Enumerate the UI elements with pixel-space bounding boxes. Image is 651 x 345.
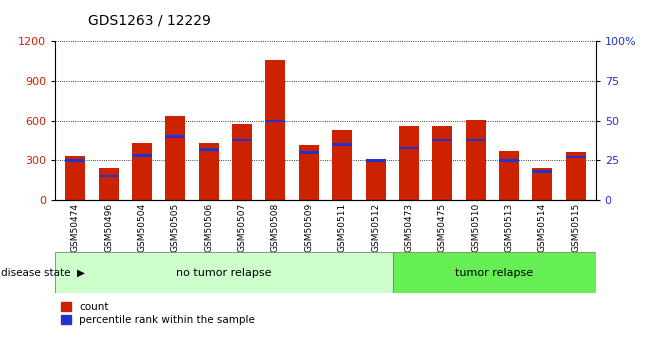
FancyBboxPatch shape xyxy=(55,252,393,293)
Text: GSM50513: GSM50513 xyxy=(505,203,514,252)
Bar xyxy=(132,155,152,157)
Text: GSM50474: GSM50474 xyxy=(71,203,80,252)
Bar xyxy=(566,152,586,200)
Text: GSM50512: GSM50512 xyxy=(371,203,380,252)
Text: GSM50515: GSM50515 xyxy=(571,203,580,252)
Bar xyxy=(432,126,452,200)
Text: GSM50507: GSM50507 xyxy=(238,203,247,252)
Bar xyxy=(332,130,352,200)
Bar xyxy=(299,145,319,200)
Bar xyxy=(232,124,252,200)
Text: disease state  ▶: disease state ▶ xyxy=(1,268,85,277)
Bar xyxy=(199,143,219,200)
Text: GSM50509: GSM50509 xyxy=(304,203,313,252)
Bar xyxy=(499,151,519,200)
Bar xyxy=(365,162,385,200)
Bar xyxy=(566,156,586,158)
Text: GSM50511: GSM50511 xyxy=(338,203,347,252)
Bar xyxy=(399,147,419,149)
Text: GSM50508: GSM50508 xyxy=(271,203,280,252)
Bar xyxy=(365,159,385,161)
Bar xyxy=(533,170,552,173)
Bar xyxy=(165,136,186,138)
Bar xyxy=(65,159,85,161)
Bar xyxy=(266,120,286,122)
Bar xyxy=(232,139,252,141)
Text: GDS1263 / 12229: GDS1263 / 12229 xyxy=(88,13,211,28)
Bar xyxy=(432,139,452,141)
Legend: count, percentile rank within the sample: count, percentile rank within the sample xyxy=(61,302,255,325)
Text: GSM50514: GSM50514 xyxy=(538,203,547,252)
Bar xyxy=(332,144,352,146)
Text: GSM50475: GSM50475 xyxy=(437,203,447,252)
Bar xyxy=(132,143,152,200)
Text: GSM50473: GSM50473 xyxy=(404,203,413,252)
Bar xyxy=(99,175,118,177)
Text: GSM50510: GSM50510 xyxy=(471,203,480,252)
Text: GSM50496: GSM50496 xyxy=(104,203,113,252)
Bar xyxy=(266,60,286,200)
Bar xyxy=(465,139,486,141)
Text: no tumor relapse: no tumor relapse xyxy=(176,268,272,277)
Text: GSM50506: GSM50506 xyxy=(204,203,214,252)
Bar xyxy=(399,126,419,200)
Text: tumor relapse: tumor relapse xyxy=(455,268,533,277)
Bar xyxy=(465,120,486,200)
Text: GSM50505: GSM50505 xyxy=(171,203,180,252)
Bar xyxy=(299,151,319,154)
FancyBboxPatch shape xyxy=(393,252,596,293)
Bar xyxy=(65,156,85,200)
Bar xyxy=(499,159,519,161)
Bar xyxy=(533,168,552,200)
Bar xyxy=(199,148,219,150)
Text: GSM50504: GSM50504 xyxy=(137,203,146,252)
Bar xyxy=(165,116,186,200)
Bar xyxy=(99,168,118,200)
